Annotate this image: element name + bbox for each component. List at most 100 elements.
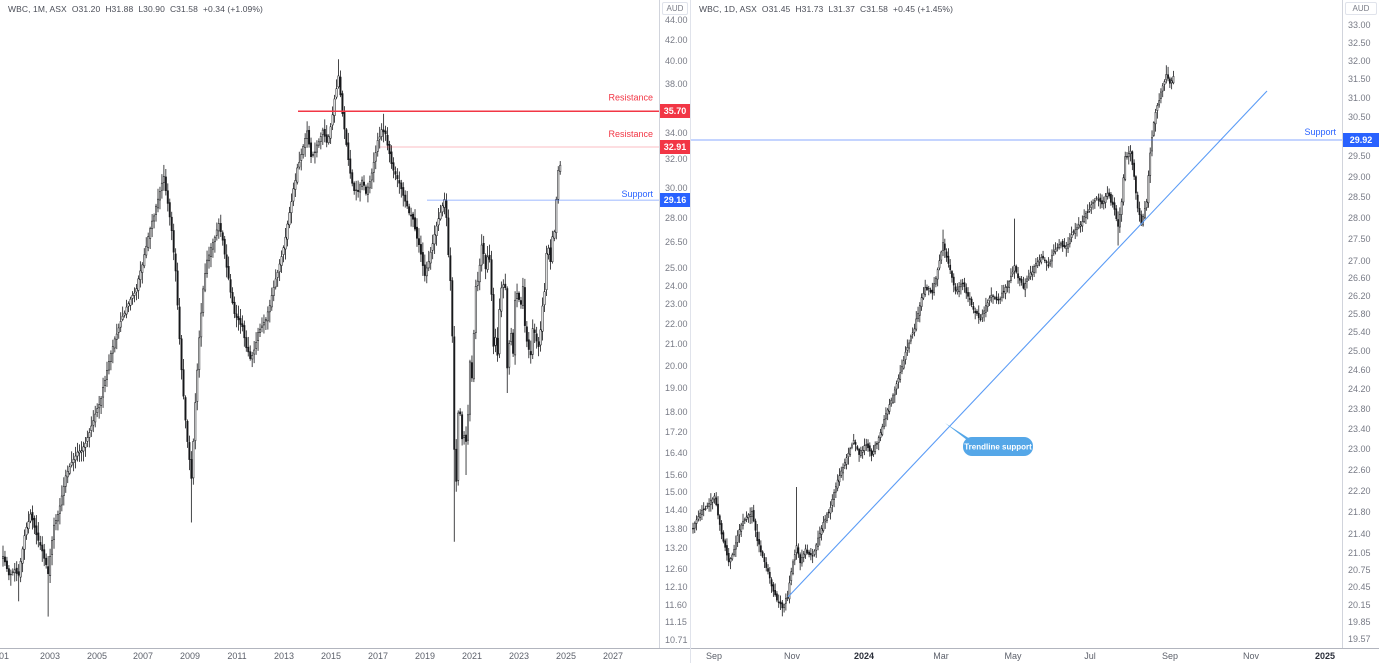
price-tick-label: 30.50 [1348, 112, 1371, 123]
monthly-chart-plot[interactable]: Resistance Resistance Support [0, 0, 659, 648]
ohlc-low: L31.37 [828, 4, 855, 14]
time-label: Nov [783, 651, 801, 661]
price-tick-label: 15.60 [665, 469, 688, 480]
price-tick-label: 11.60 [665, 600, 687, 611]
price-tick-label: 23.40 [1348, 423, 1371, 434]
time-label: 2021 [461, 651, 483, 661]
symbol-title[interactable]: WBC, 1D, ASX [699, 4, 757, 14]
price-tick-label: 13.20 [665, 543, 688, 554]
time-label: 2013 [273, 651, 295, 661]
price-label-badge: 32.91 [660, 140, 690, 155]
currency-label[interactable]: AUD [662, 2, 688, 15]
time-label: Mar [933, 651, 949, 661]
trendline-support[interactable] [787, 90, 1268, 598]
currency-label[interactable]: AUD [1345, 2, 1377, 15]
price-tick-label: 38.00 [665, 78, 688, 89]
price-tick-label: 29.00 [1348, 171, 1371, 182]
price-tick-label: 42.00 [665, 34, 688, 45]
price-tick-label: 24.00 [665, 280, 688, 291]
price-tick-label: 21.40 [1348, 528, 1371, 539]
time-label: 2007 [132, 651, 154, 661]
price-tick-label: 28.00 [1348, 212, 1371, 223]
price-tick-label: 21.05 [1348, 548, 1371, 559]
change-value: +0.34 (+1.09%) [202, 4, 263, 14]
price-tick-label: 22.00 [665, 318, 688, 329]
symbol-title[interactable]: WBC, 1M, ASX [8, 4, 67, 14]
ohlc-open: O31.20 [71, 4, 101, 14]
price-label-badge: 29.16 [660, 193, 690, 208]
time-label: 2017 [367, 651, 389, 661]
price-tick-label: 27.50 [1348, 234, 1371, 245]
time-label: Nov [1242, 651, 1260, 661]
price-tick-label: 25.80 [1348, 309, 1371, 320]
daily-chart-pane: Support Trendline support WBC, 1D, ASX O31… [690, 0, 1379, 663]
price-tick-label: 32.50 [1348, 37, 1371, 48]
time-label: 2011 [227, 651, 247, 661]
ohlc-high: H31.73 [795, 4, 824, 14]
price-tick-label: 25.00 [1348, 346, 1371, 357]
time-label: 2025 [555, 651, 577, 661]
time-label: 2019 [414, 651, 436, 661]
time-label: Sep [1161, 651, 1179, 661]
price-tick-label: 19.85 [1348, 617, 1371, 628]
monthly-candlestick-series[interactable] [2, 59, 562, 617]
ohlc-open: O31.45 [761, 4, 791, 14]
monthly-chart-pane: Resistance Resistance Support WBC, 1M, ASX… [0, 0, 690, 663]
price-tick-label: 21.00 [665, 339, 688, 350]
price-tick-label: 11.15 [665, 617, 687, 628]
time-label: Sep [705, 651, 723, 661]
time-label: May [1004, 651, 1022, 661]
resistance-line-lower-label: Resistance [608, 129, 653, 139]
price-scale[interactable]: AUD 35.70 32.91 29.16 44.00 42.00 40.00 38.00 3… [659, 0, 690, 648]
ohlc-close: C31.58 [860, 4, 889, 14]
price-tick-label: 26.50 [665, 237, 688, 248]
ohlc-close: C31.58 [169, 4, 198, 14]
daily-chart-plot[interactable]: Support Trendline support [691, 0, 1342, 648]
price-scale[interactable]: AUD 29.9233.0032.5032.0031.5031.0030.503… [1342, 0, 1379, 648]
price-tick-label: 22.20 [1348, 485, 1371, 496]
price-tick-label: 13.80 [665, 523, 688, 534]
price-label-badge: 35.70 [660, 104, 690, 119]
price-tick-label: 32.00 [665, 154, 688, 165]
price-tick-label: 44.00 [665, 14, 688, 25]
symbol-legend-daily[interactable]: WBC, 1D, ASX O31.45 H31.73 L31.37 C31.58 +0.4… [699, 4, 958, 14]
daily-candlestick-series[interactable] [692, 65, 1175, 617]
time-scale[interactable]: 01 2003 2005 2007 2009 2011 2013 2015 2017 2019 20… [0, 648, 690, 663]
time-label: 2024 [853, 651, 875, 661]
price-tick-label: 31.50 [1348, 74, 1371, 85]
time-label: 2005 [86, 651, 108, 661]
price-tick-label: 14.40 [665, 505, 688, 516]
time-label: 01 [0, 651, 10, 661]
price-tick-label: 26.60 [1348, 273, 1371, 284]
price-tick-label: 17.20 [665, 427, 688, 438]
price-tick-label: 23.00 [665, 299, 688, 310]
price-tick-label: 23.80 [1348, 403, 1371, 414]
price-tick-label: 28.50 [1348, 192, 1371, 203]
price-label-badge: 29.92 [1343, 132, 1379, 147]
time-label: 2015 [320, 651, 342, 661]
price-tick-label: 24.20 [1348, 384, 1371, 395]
price-tick-label: 31.00 [1348, 93, 1371, 104]
price-tick-label: 16.40 [665, 447, 688, 458]
symbol-legend-monthly[interactable]: WBC, 1M, ASX O31.20 H31.88 L30.90 C31.58 +0.3… [8, 4, 268, 14]
time-scale[interactable]: Sep Nov 2024 Mar May Jul Sep Nov 2025 [691, 648, 1379, 663]
ohlc-low: L30.90 [138, 4, 165, 14]
time-label: 2027 [602, 651, 624, 661]
price-tick-label: 12.10 [665, 581, 688, 592]
price-tick-label: 25.40 [1348, 327, 1371, 338]
price-tick-label: 21.80 [1348, 507, 1371, 518]
change-value: +0.45 (+1.45%) [893, 4, 954, 14]
price-tick-label: 20.75 [1348, 565, 1371, 576]
price-tick-label: 23.00 [1348, 444, 1371, 455]
price-tick-label: 30.00 [665, 182, 688, 193]
ohlc-high: H31.88 [105, 4, 134, 14]
price-tick-label: 22.60 [1348, 464, 1371, 475]
trendline-callout[interactable]: Trendline support [945, 423, 1033, 456]
price-tick-label: 19.57 [1348, 633, 1371, 644]
support-line-label: Support [1304, 127, 1336, 137]
price-tick-label: 28.00 [665, 213, 688, 224]
time-label: 2009 [179, 651, 201, 661]
price-tick-label: 12.60 [665, 563, 688, 574]
price-tick-label: 15.00 [665, 487, 688, 498]
